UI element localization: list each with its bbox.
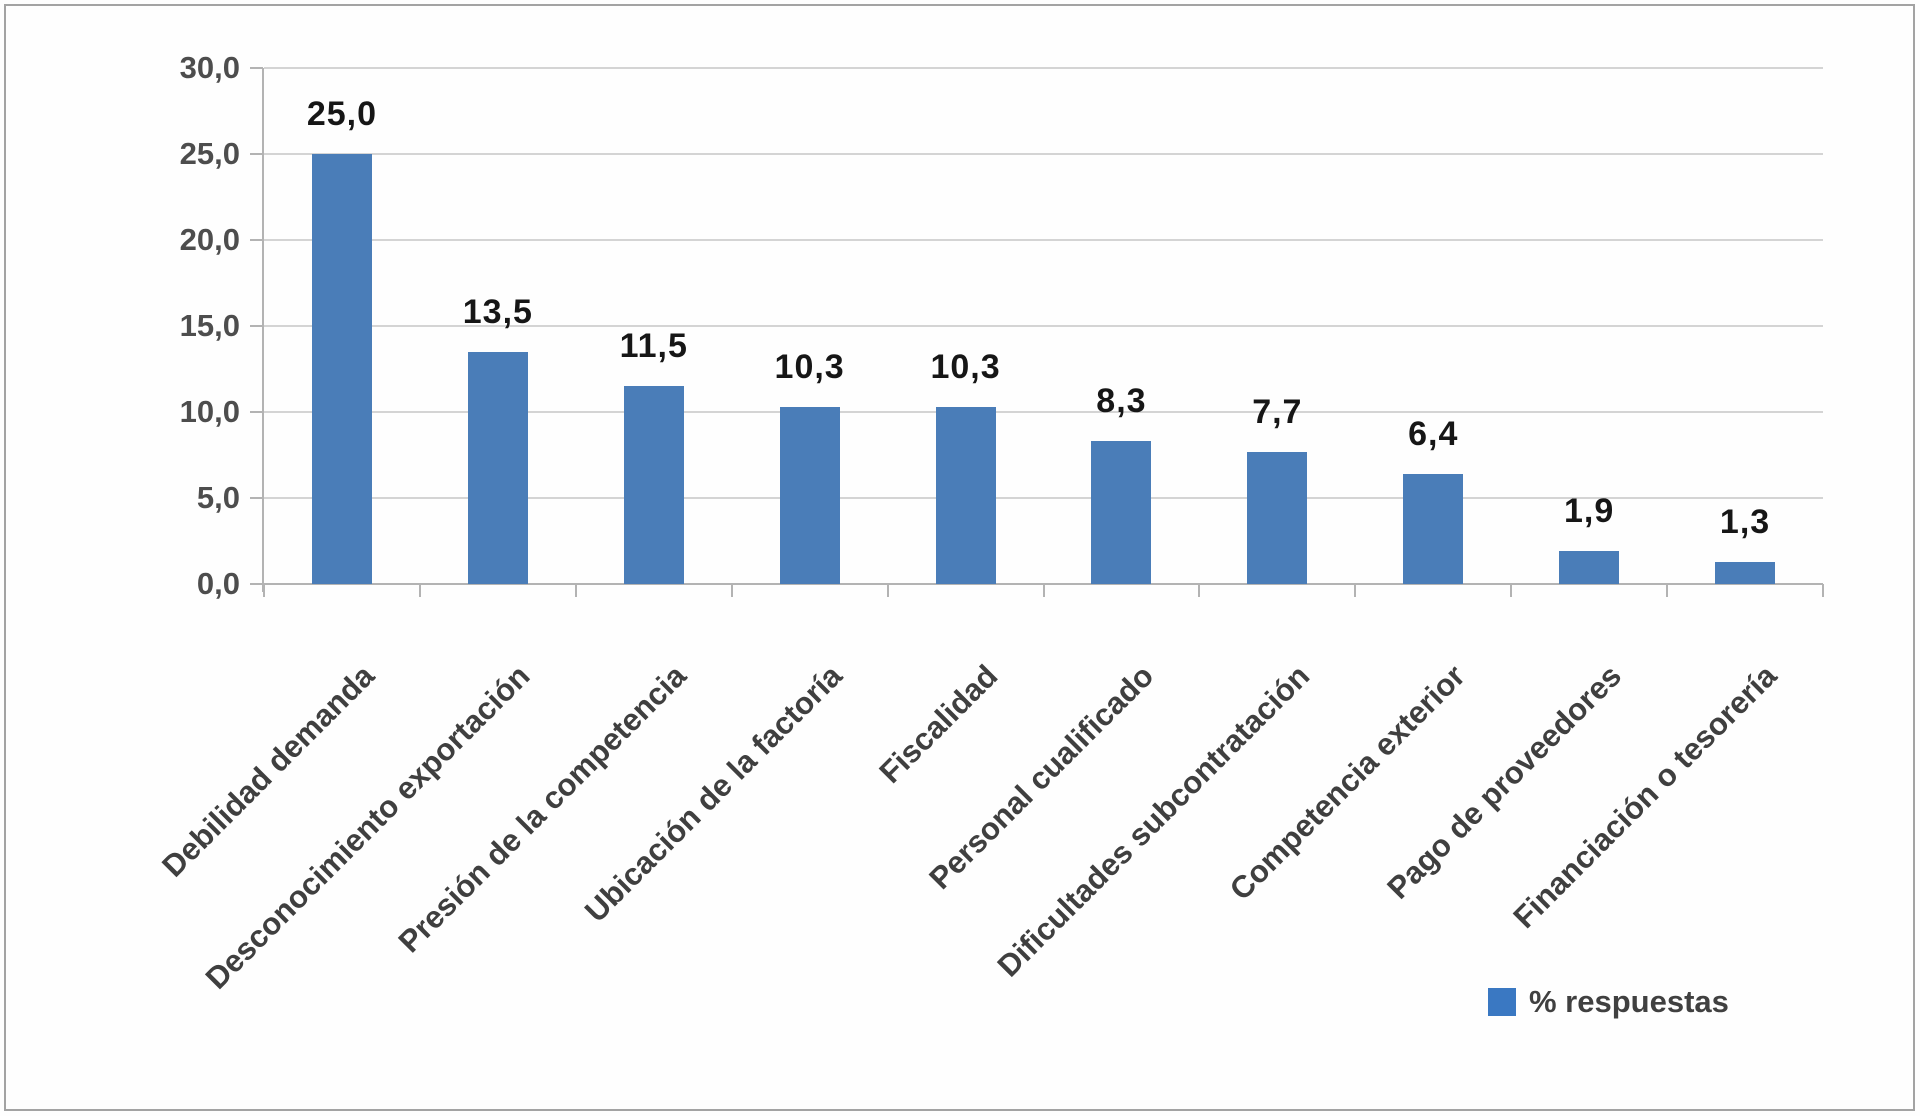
legend-swatch-icon: [1488, 988, 1516, 1016]
y-axis-tick-label: 30,0: [179, 50, 240, 85]
bar-value-label: 11,5: [619, 327, 688, 366]
bar: [623, 386, 684, 584]
x-axis-tick: [1510, 584, 1513, 597]
category-label: Financiación o tesorería: [1506, 658, 1784, 935]
bar: [1715, 561, 1776, 584]
gridline: [264, 497, 1823, 499]
bar-value-label: 10,3: [774, 347, 845, 386]
y-axis-tick: [250, 153, 263, 155]
bar: [1091, 441, 1152, 584]
x-axis-tick: [1042, 584, 1045, 597]
x-axis-tick: [574, 584, 577, 597]
bar-value-label: 1,9: [1564, 492, 1615, 531]
x-axis-tick: [730, 584, 733, 597]
plot-area: 25,0 13,5 11,5 10,3 10,3 8,3 7,7 6,4 1,9 1,3: [264, 67, 1823, 585]
y-axis-tick-label: 20,0: [179, 222, 240, 257]
x-axis-tick: [263, 584, 265, 597]
legend: % respuestas: [1488, 984, 1729, 1020]
bar-value-label: 10,3: [930, 347, 1001, 386]
x-axis-tick: [418, 584, 421, 597]
y-axis-tick-label: 15,0: [179, 308, 240, 343]
bar: [1559, 551, 1620, 584]
y-axis-tick: [250, 239, 263, 241]
category-label: Dificultades subcontratación: [990, 658, 1317, 984]
gridline: [264, 153, 1823, 155]
x-axis-tick: [1666, 584, 1669, 597]
gridline: [264, 411, 1823, 413]
y-axis-tick: [250, 583, 263, 585]
x-axis-tick: [1198, 584, 1201, 597]
bar: [1403, 473, 1464, 584]
category-label: Fiscalidad: [872, 658, 1005, 790]
bar-value-label: 6,4: [1408, 414, 1459, 453]
gridline: [264, 239, 1823, 241]
y-axis-tick: [250, 411, 263, 413]
y-axis-tick-label: 5,0: [196, 480, 240, 515]
bar: [779, 406, 840, 584]
bar: [467, 351, 528, 584]
x-axis-tick: [886, 584, 889, 597]
y-axis-tick: [250, 497, 263, 499]
y-axis-line: [262, 68, 264, 592]
gridline: [264, 325, 1823, 327]
y-axis-tick: [250, 67, 263, 69]
category-label: Desconocimiento exportación: [198, 658, 537, 996]
y-axis-tick-label: 25,0: [179, 136, 240, 171]
y-axis-tick: [250, 325, 263, 327]
gridline: [264, 67, 1823, 69]
bar: [311, 154, 372, 584]
chart-frame: 25,0 13,5 11,5 10,3 10,3 8,3 7,7 6,4 1,9 1,3 0,0 5…: [4, 4, 1915, 1111]
bar-value-label: 7,7: [1252, 392, 1303, 431]
x-axis-tick: [1354, 584, 1357, 597]
bar-value-label: 1,3: [1719, 502, 1771, 541]
bar-value-label: 8,3: [1096, 382, 1147, 421]
category-label: Presión de la competencia: [391, 658, 693, 960]
category-label: Ubicación de la factoría: [577, 658, 849, 929]
bar-value-label: 13,5: [462, 292, 533, 331]
bar: [935, 406, 996, 584]
y-axis-tick-label: 10,0: [179, 394, 240, 429]
bar-value-label: 25,0: [306, 95, 378, 133]
x-axis-tick: [1822, 584, 1824, 597]
y-axis-tick-label: 0,0: [196, 566, 240, 601]
bar: [1247, 451, 1308, 584]
legend-label: % respuestas: [1529, 984, 1729, 1019]
